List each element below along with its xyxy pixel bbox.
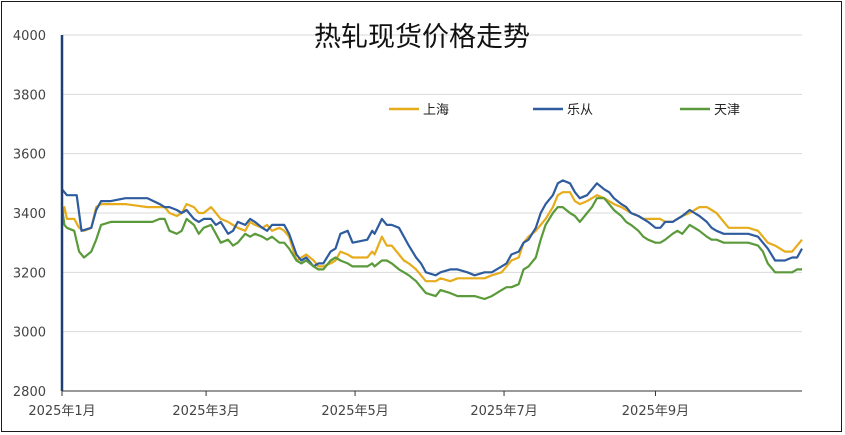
- x-tick-label: 2025年1月: [28, 404, 95, 419]
- series-line-天津: [60, 197, 802, 301]
- x-axis-ticks: 2025年1月 2025年3月 2025年5月 2025年7月 2025年9月: [28, 391, 689, 419]
- legend-label: 上海: [423, 103, 449, 118]
- y-tick-label: 3000: [13, 326, 46, 341]
- gridlines: [62, 34, 802, 333]
- series-lines: [60, 179, 803, 301]
- y-tick-label: 4000: [13, 29, 46, 44]
- series-line-上海: [60, 191, 803, 283]
- legend-label: 天津: [714, 103, 740, 118]
- x-tick-label: 2025年3月: [172, 404, 239, 419]
- y-tick-label: 3800: [13, 88, 46, 103]
- x-tick-label: 2025年5月: [321, 404, 388, 419]
- y-tick-label: 3600: [13, 148, 46, 163]
- y-tick-label: 2800: [13, 385, 46, 400]
- y-tick-label: 3200: [13, 266, 46, 281]
- x-tick-label: 2025年9月: [622, 404, 689, 419]
- legend: 上海 乐从 天津: [389, 103, 740, 118]
- legend-label: 乐从: [567, 103, 593, 118]
- x-tick-label: 2025年7月: [470, 404, 537, 419]
- series-line-乐从: [61, 179, 803, 277]
- chart-title: 热轧现货价格走势: [314, 22, 530, 53]
- y-tick-label: 3400: [13, 207, 46, 222]
- axes: [60, 35, 802, 392]
- y-axis-ticks: 2800 3000 3200 3400 3600 3800 4000: [13, 29, 46, 400]
